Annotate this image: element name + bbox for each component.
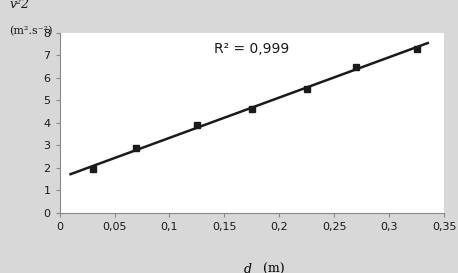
Text: d: d xyxy=(244,263,252,273)
Text: (m): (m) xyxy=(263,263,285,273)
Text: v²2: v²2 xyxy=(10,0,30,11)
Text: R² = 0,999: R² = 0,999 xyxy=(214,41,289,55)
Text: (m².s⁻²): (m².s⁻²) xyxy=(10,26,53,36)
